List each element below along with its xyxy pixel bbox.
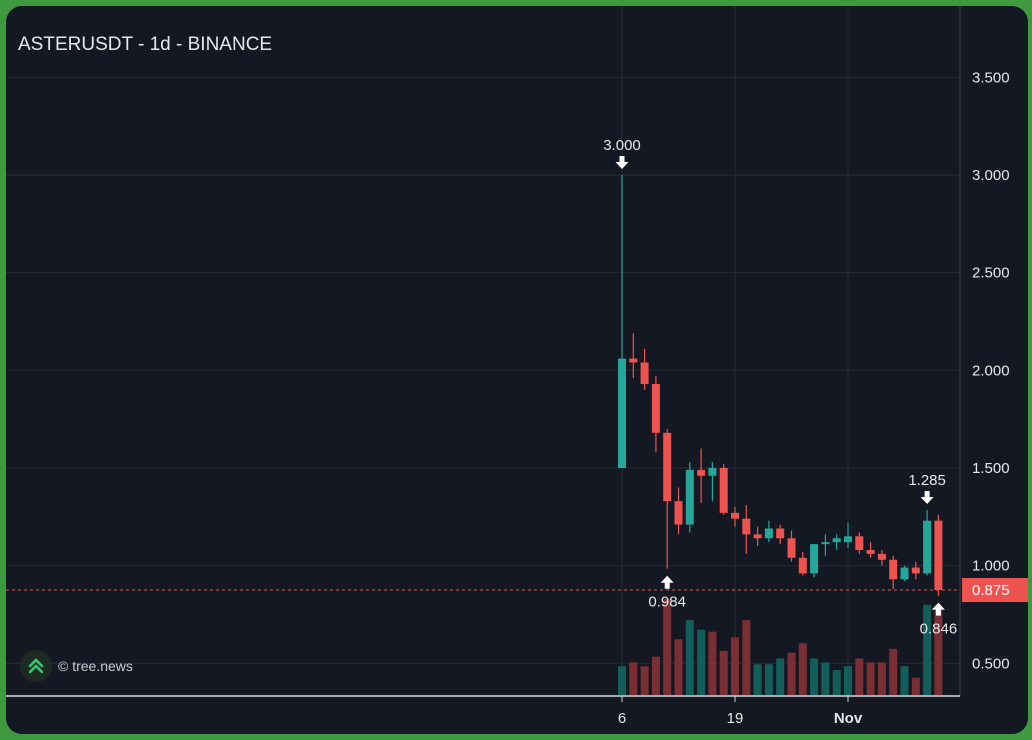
candle-body <box>934 520 943 591</box>
chart-title: ASTERUSDT - 1d - BINANCE <box>18 34 273 55</box>
volume-bar <box>889 648 898 695</box>
candle-body <box>798 557 807 574</box>
y-tick-label: 2.000 <box>972 362 1010 379</box>
candle-body <box>685 469 694 525</box>
volume-bar <box>618 666 626 695</box>
y-tick-label: 3.000 <box>972 167 1010 184</box>
candle-body <box>629 358 638 363</box>
volume-bar <box>719 650 728 695</box>
candle-body <box>674 501 683 525</box>
candlestick-chart[interactable]: 0.500 1.000 1.500 2.000 2.500 3.000 3.500 6 19 No… <box>6 6 1028 734</box>
candle-body <box>889 559 898 580</box>
volume-bar <box>900 666 909 695</box>
high-label: 1.285 <box>908 472 946 489</box>
candle-body <box>911 567 920 574</box>
candle-body <box>776 528 785 539</box>
low-label: 0.984 <box>648 594 686 611</box>
watermark: © tree.news <box>20 650 133 682</box>
volume-bar <box>855 658 864 695</box>
y-tick-label: 1.000 <box>972 558 1010 575</box>
volume-bar <box>731 637 739 695</box>
candle-body <box>764 528 773 539</box>
candle-body <box>663 432 672 502</box>
candle-body <box>810 544 819 574</box>
volume-bar <box>629 662 638 695</box>
candle-body <box>708 467 717 476</box>
candle-body <box>731 512 739 519</box>
candle-body <box>742 518 751 535</box>
y-tick-label: 3.500 <box>972 69 1010 86</box>
candle-body <box>719 467 728 513</box>
candle-body <box>855 536 864 550</box>
candle-body <box>651 383 660 433</box>
volume-bar <box>753 664 762 695</box>
arrow-down-icon <box>920 490 934 504</box>
candle-body <box>923 520 932 574</box>
x-tick-label: Nov <box>834 710 863 727</box>
volume-bar <box>674 639 683 695</box>
x-tick-label: 6 <box>618 710 626 727</box>
arrow-up-icon <box>660 575 674 589</box>
volume-bar <box>663 599 672 695</box>
volume-bar <box>810 658 819 695</box>
volume-bar <box>923 604 932 695</box>
volume-bar <box>776 658 785 695</box>
low-label: 0.846 <box>920 621 958 638</box>
tree-news-logo-icon <box>20 650 52 682</box>
volume-bar <box>640 666 649 695</box>
candle-body <box>787 538 796 558</box>
candle-body <box>832 538 841 543</box>
volume-bar <box>866 662 875 695</box>
y-tick-label: 2.500 <box>972 265 1010 282</box>
volume-bar <box>697 629 706 695</box>
arrow-up-icon <box>931 602 945 616</box>
high-label: 3.000 <box>603 137 641 154</box>
volume-bar <box>708 631 717 695</box>
volume-bar <box>821 662 830 695</box>
volume-bar <box>651 656 660 695</box>
candle-body <box>618 358 626 468</box>
volume-bar <box>764 664 773 695</box>
watermark-text: © tree.news <box>58 658 133 674</box>
candle-body <box>844 536 852 543</box>
candle-body <box>753 534 762 539</box>
last-price-label: 0.875 <box>972 582 1010 599</box>
volume-bar <box>877 662 886 695</box>
candle-body <box>866 549 875 554</box>
volume-bar <box>685 620 694 695</box>
arrow-down-icon <box>615 156 629 169</box>
volume-bar <box>844 666 852 695</box>
volume-bar <box>742 620 751 695</box>
volume-bar <box>787 652 796 695</box>
candle-body <box>640 362 649 384</box>
candle-body <box>821 542 830 545</box>
last-price-tag <box>962 578 1028 603</box>
y-tick-label: 0.500 <box>972 655 1010 672</box>
candle-body <box>900 567 909 580</box>
candle-body <box>877 553 886 560</box>
volume-bar <box>934 606 943 695</box>
y-tick-label: 1.500 <box>972 460 1010 477</box>
candle-body <box>697 469 706 476</box>
x-tick-label: 19 <box>727 710 744 727</box>
volume-bar <box>911 677 920 695</box>
volume-bar <box>832 670 841 695</box>
chart-frame: ASTERUSDT - 1d - BINANCE 0.500 1.000 1.500… <box>6 6 1028 734</box>
volume-bar <box>798 643 807 695</box>
